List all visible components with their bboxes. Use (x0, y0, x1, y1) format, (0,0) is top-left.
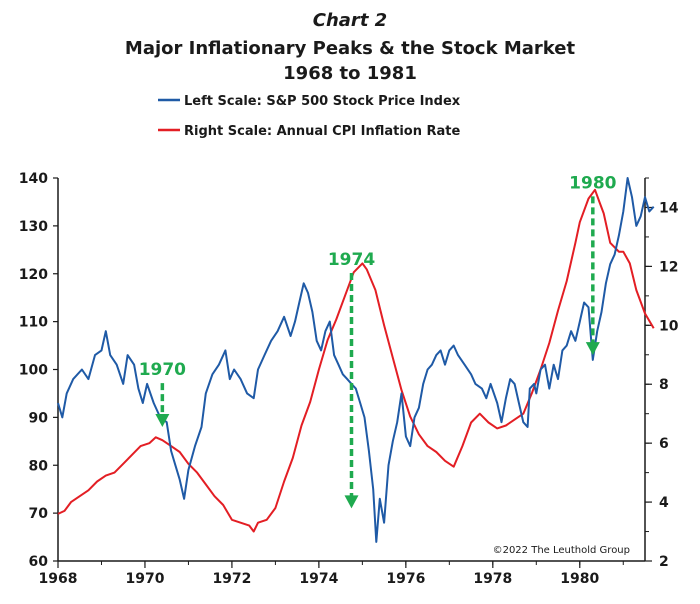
y-right-tick-label: 6 (659, 436, 669, 452)
annotation-label: 1974 (328, 250, 375, 270)
y-left-tick-label: 60 (29, 554, 49, 570)
chart-title: Major Inflationary Peaks & the Stock Mar… (125, 38, 576, 59)
sp500-series-line (57, 177, 655, 543)
axes: 60 70 80 90 100 110 120 130 140 2 4 6 8 10 12 14 1968 197… (19, 171, 679, 587)
legend-label-cpi: Right Scale: Annual CPI Inflation Rate (184, 124, 460, 139)
annotation-label: 1970 (139, 360, 186, 380)
y-right-tick-label: 2 (659, 554, 669, 570)
legend: Left Scale: S&P 500 Stock Price Index Ri… (158, 94, 461, 139)
chart-subtitle: 1968 to 1981 (283, 63, 417, 84)
annotation-1970: 1970 (139, 360, 186, 427)
annotations: 1970 1974 1980 (139, 173, 617, 509)
y-left-tick-label: 110 (19, 315, 48, 331)
x-tick-label: 1968 (39, 571, 78, 587)
y-right-tick-label: 10 (659, 318, 679, 334)
annotation-arrow-head (155, 413, 170, 427)
annotation-1980: 1980 (569, 173, 617, 356)
x-tick-label: 1980 (560, 571, 599, 587)
x-tick-label: 1974 (299, 571, 338, 587)
y-left-tick-label: 140 (19, 171, 48, 187)
y-left-tick-label: 130 (19, 219, 48, 235)
y-right-tick-label: 14 (659, 200, 679, 216)
series-layer (57, 177, 655, 543)
x-tick-label: 1970 (125, 571, 164, 587)
annotation-arrow-head (344, 495, 359, 509)
annotation-label: 1980 (569, 173, 616, 193)
x-tick-label: 1976 (386, 571, 425, 587)
y-left-tick-label: 120 (19, 267, 48, 283)
x-tick-label: 1978 (473, 571, 512, 587)
y-left-tick-label: 80 (29, 458, 49, 474)
annotation-arrow-head (585, 342, 600, 356)
credit-text: ©2022 The Leuthold Group (493, 545, 630, 556)
cpi-series-line (57, 188, 655, 533)
y-right-tick-label: 12 (659, 259, 678, 275)
chart-number: Chart 2 (313, 10, 387, 31)
y-right-tick-label: 8 (659, 377, 669, 393)
annotation-1974: 1974 (328, 250, 375, 509)
legend-label-sp500: Left Scale: S&P 500 Stock Price Index (184, 94, 461, 109)
y-left-tick-label: 100 (19, 363, 48, 379)
y-left-tick-label: 90 (29, 410, 49, 426)
x-tick-label: 1972 (212, 571, 251, 587)
y-left-tick-label: 70 (29, 506, 49, 522)
y-right-tick-label: 4 (659, 495, 669, 511)
